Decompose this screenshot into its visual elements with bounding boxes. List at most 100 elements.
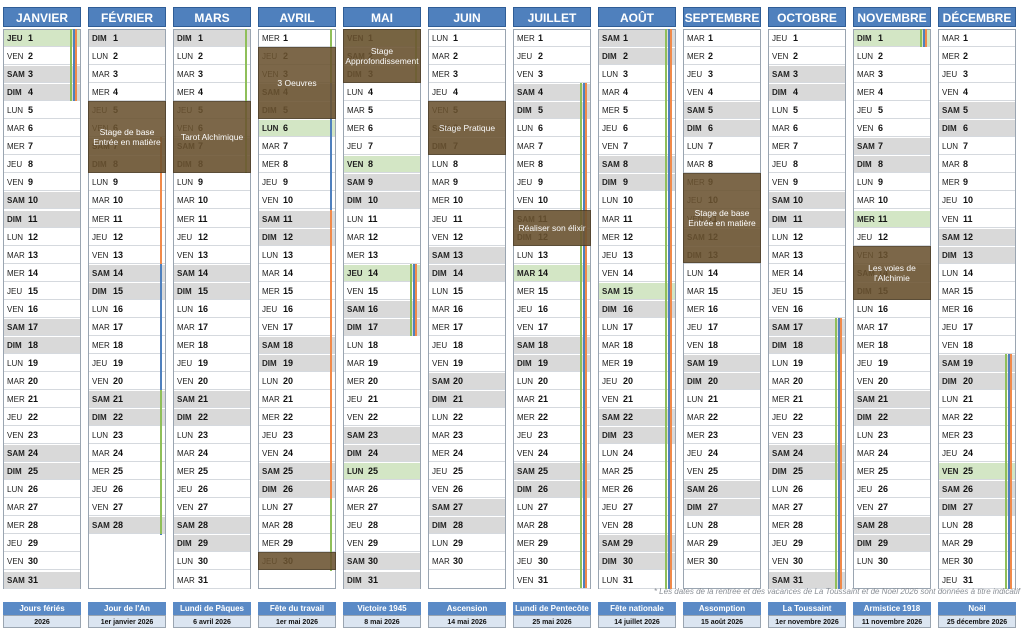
day-row[interactable]: VEN 10 (259, 192, 335, 209)
day-row[interactable]: LUN 14 (939, 265, 1015, 282)
day-row[interactable]: MAR 4 (599, 84, 675, 101)
day-row[interactable]: MER 25 (89, 463, 165, 480)
event-block[interactable]: Stage Pratique (428, 101, 506, 155)
day-row[interactable]: SAM 8 (599, 156, 675, 173)
day-row[interactable]: JEU 12 (89, 229, 165, 246)
day-row[interactable]: MER 6 (344, 120, 420, 137)
day-row[interactable]: MAR 27 (4, 499, 80, 516)
day-row[interactable]: DIM 4 (769, 84, 845, 101)
day-row[interactable]: LUN 8 (429, 156, 505, 173)
day-row[interactable]: LUN 6 (259, 120, 335, 137)
day-row[interactable]: JEU 19 (174, 355, 250, 372)
day-row[interactable]: DIM 9 (599, 174, 675, 191)
event-block[interactable]: 3 Oeuvres (258, 47, 336, 119)
day-row[interactable]: LUN 9 (89, 174, 165, 191)
day-row[interactable]: VEN 17 (514, 319, 590, 336)
day-row[interactable]: SAM 25 (514, 463, 590, 480)
day-row[interactable]: LUN 23 (174, 427, 250, 444)
day-row[interactable]: LUN 26 (4, 481, 80, 498)
day-row[interactable]: SAM 3 (4, 66, 80, 83)
day-row[interactable]: MAR 9 (429, 174, 505, 191)
day-row[interactable]: SAM 21 (89, 391, 165, 408)
day-row[interactable]: MAR 10 (174, 192, 250, 209)
day-row[interactable]: DIM 22 (89, 409, 165, 426)
day-row[interactable]: DIM 19 (259, 355, 335, 372)
day-row[interactable]: MAR 11 (599, 211, 675, 228)
day-row[interactable]: MER 20 (344, 373, 420, 390)
event-block[interactable] (258, 552, 336, 570)
day-row[interactable]: LUN 9 (174, 174, 250, 191)
day-row[interactable]: DIM 13 (939, 247, 1015, 264)
day-row[interactable]: MAR 21 (259, 391, 335, 408)
day-row[interactable]: LUN 26 (769, 481, 845, 498)
day-row[interactable]: MER 10 (429, 192, 505, 209)
day-row[interactable]: JEU 23 (259, 427, 335, 444)
day-row[interactable]: MER 27 (344, 499, 420, 516)
day-row[interactable]: MER 18 (89, 337, 165, 354)
day-row[interactable]: VEN 7 (599, 138, 675, 155)
day-row[interactable]: JEU 24 (939, 445, 1015, 462)
day-row[interactable]: JEU 18 (429, 337, 505, 354)
day-row[interactable]: MAR 27 (769, 499, 845, 516)
day-row[interactable]: VEN 16 (769, 301, 845, 318)
day-row[interactable]: VEN 20 (89, 373, 165, 390)
day-row[interactable]: MAR 20 (769, 373, 845, 390)
day-row[interactable]: JEU 8 (4, 156, 80, 173)
day-row[interactable]: MAR 16 (429, 301, 505, 318)
day-row[interactable]: JEU 1 (769, 30, 845, 47)
day-row[interactable]: MAR 25 (599, 463, 675, 480)
day-row[interactable]: MAR 28 (514, 517, 590, 534)
day-row[interactable]: JEU 26 (174, 481, 250, 498)
day-row[interactable]: LUN 28 (939, 517, 1015, 534)
day-row[interactable]: VEN 24 (514, 445, 590, 462)
day-row[interactable]: SAM 24 (4, 445, 80, 462)
day-row[interactable]: SAM 25 (259, 463, 335, 480)
day-row[interactable]: MER 26 (599, 481, 675, 498)
day-row[interactable]: MER 8 (259, 156, 335, 173)
day-row[interactable]: MER 25 (174, 463, 250, 480)
day-row[interactable]: LUN 31 (599, 572, 675, 589)
day-row[interactable]: SAM 9 (344, 174, 420, 191)
day-row[interactable]: MER 29 (259, 535, 335, 552)
day-row[interactable]: LUN 22 (429, 409, 505, 426)
day-row[interactable]: MER 17 (429, 319, 505, 336)
day-row[interactable]: MAR 1 (939, 30, 1015, 47)
day-row[interactable]: VEN 18 (684, 337, 760, 354)
day-row[interactable]: MAR 3 (89, 66, 165, 83)
day-row[interactable]: MER 1 (259, 30, 335, 47)
day-row[interactable]: DIM 2 (599, 48, 675, 65)
day-row[interactable]: VEN 23 (769, 427, 845, 444)
day-row[interactable]: VEN 31 (514, 572, 590, 589)
day-row[interactable]: JEU 19 (854, 355, 930, 372)
day-row[interactable]: MER 7 (769, 138, 845, 155)
day-row[interactable]: LUN 30 (854, 553, 930, 570)
day-row[interactable]: SAM 26 (684, 481, 760, 498)
day-row[interactable]: LUN 1 (429, 30, 505, 47)
day-row[interactable]: SAM 17 (769, 319, 845, 336)
day-row[interactable]: JEU 16 (259, 301, 335, 318)
day-row[interactable]: SAM 24 (769, 445, 845, 462)
day-row[interactable]: LUN 5 (4, 102, 80, 119)
day-row[interactable]: MER 2 (939, 48, 1015, 65)
day-row[interactable]: LUN 21 (684, 391, 760, 408)
day-row[interactable]: JEU 15 (769, 283, 845, 300)
day-row[interactable]: DIM 11 (4, 211, 80, 228)
day-row[interactable]: JEU 1 (4, 30, 80, 47)
day-row[interactable]: MER 29 (514, 535, 590, 552)
day-row[interactable]: JEU 12 (174, 229, 250, 246)
day-row[interactable]: MER 28 (769, 517, 845, 534)
day-row[interactable]: LUN 27 (514, 499, 590, 516)
day-row[interactable]: VEN 14 (599, 265, 675, 282)
day-row[interactable]: DIM 19 (514, 355, 590, 372)
day-row[interactable]: MAR 18 (599, 337, 675, 354)
day-row[interactable]: DIM 12 (259, 229, 335, 246)
day-row[interactable]: VEN 25 (939, 463, 1015, 480)
day-row[interactable]: VEN 9 (769, 174, 845, 191)
day-row[interactable]: SAM 31 (4, 572, 80, 589)
day-row[interactable]: VEN 10 (514, 192, 590, 209)
day-row[interactable]: LUN 7 (939, 138, 1015, 155)
day-row[interactable]: JEU 20 (599, 373, 675, 390)
day-row[interactable]: VEN 27 (89, 499, 165, 516)
day-row[interactable]: LUN 2 (174, 48, 250, 65)
